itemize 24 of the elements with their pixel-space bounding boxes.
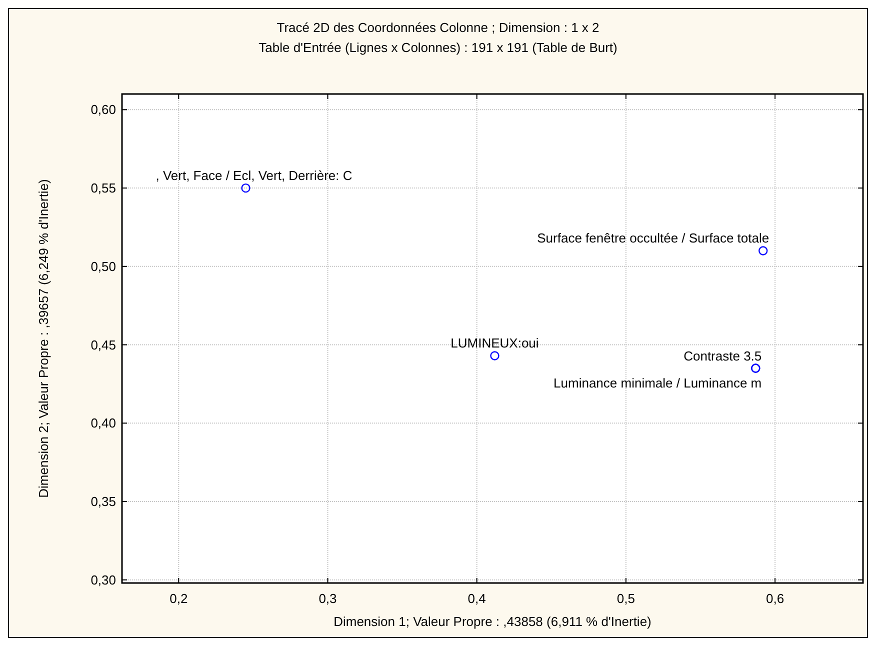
y-tick-label: 0,55: [90, 180, 116, 196]
point: [241, 183, 250, 193]
annotation: Surface fenêtre occultée / Surface totale: [537, 230, 770, 246]
x-tick-label: 0,5: [616, 591, 635, 606]
chart-subtitle: Table d'Entrée (Lignes x Colonnes) : 191 x 191 (Table de Burt): [258, 40, 618, 55]
point: [758, 246, 768, 256]
y-tick-label: 0,50: [90, 258, 116, 274]
annotation: Contraste 3.5: [684, 348, 762, 364]
chart-title: Tracé 2D des Coordonnées Colonne ; Dimension : 1 x 2: [276, 20, 600, 35]
x-axis-title: Dimension 1; Valeur Propre : ,43858 (6,911 % d'Inertie): [334, 614, 652, 629]
y-tick-label: 0,35: [90, 494, 116, 510]
x-tick-label: 0,2: [170, 591, 188, 606]
y-tick-label: 0,30: [90, 572, 116, 588]
point: [490, 351, 500, 360]
annotation: LUMINEUX:oui: [450, 336, 539, 351]
y-axis-title: Dimension 2; Valeur Propre : ,39657 (6,249 % d'Inertie): [36, 179, 51, 498]
annotation: , Vert, Face / Ecl, Vert, Derrière: C: [156, 168, 352, 184]
annotation: Luminance minimale / Luminance m: [554, 375, 762, 390]
y-tick-label: 0,60: [90, 102, 116, 118]
x-tick-label: 0,3: [318, 591, 337, 606]
y-tick-label: 0,45: [90, 337, 116, 352]
x-tick-label: 0,6: [766, 591, 784, 606]
x-tick-label: 0,4: [468, 591, 486, 606]
y-tick-label: 0,40: [90, 416, 116, 431]
